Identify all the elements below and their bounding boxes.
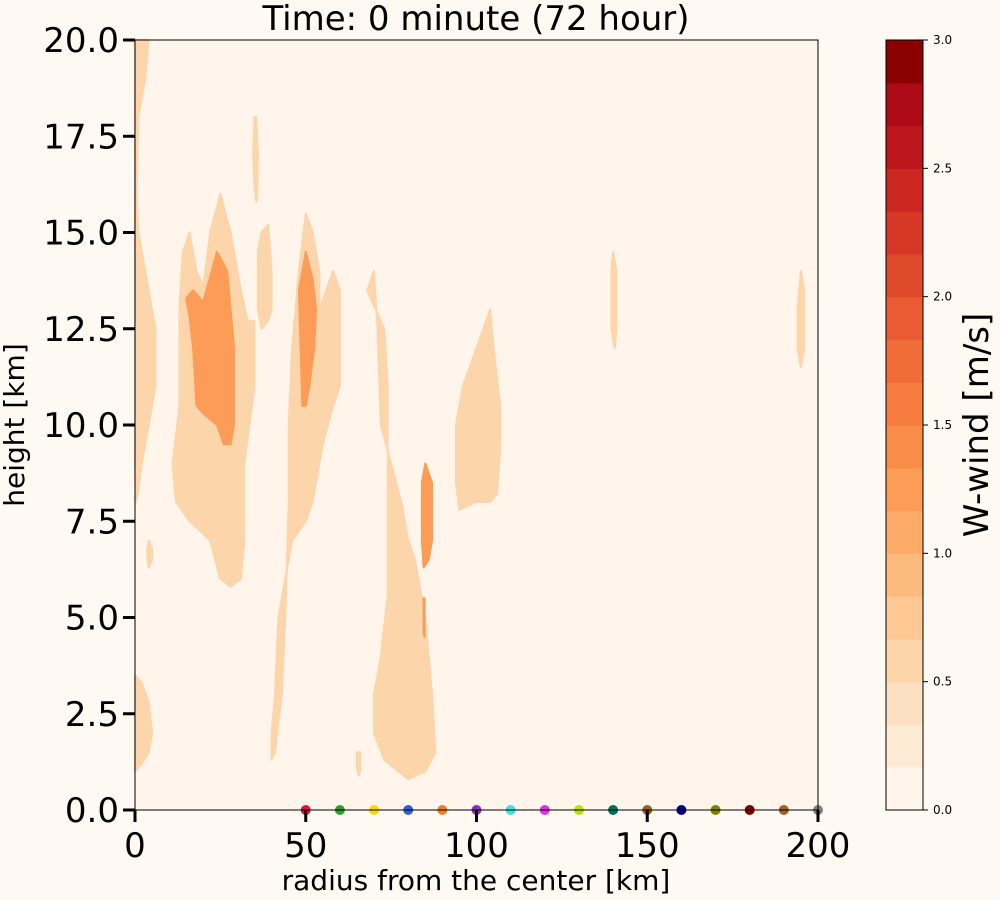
y-tick-label: 15.0 [43, 214, 119, 254]
contour-region-7 [610, 250, 618, 349]
colorbar-segment [886, 596, 923, 640]
colorbar-segment [886, 681, 923, 726]
colorbar-ticks: 0.0 0.5 1.0 1.5 2.0 2.5 3.0 [923, 33, 952, 817]
contour-region-15 [422, 597, 426, 638]
contour-region-13 [297, 250, 317, 407]
contour-region-14 [420, 462, 434, 569]
colorbar-segment [886, 382, 923, 426]
y-tick-label: 20.0 [43, 21, 119, 61]
x-tick-label: 150 [615, 826, 680, 866]
contour-region-8 [796, 270, 806, 369]
contour-region-2 [270, 212, 341, 761]
colorbar-segment [886, 253, 923, 298]
colorbar-segment [886, 724, 923, 768]
colorbar-tick-label: 1.5 [933, 418, 952, 432]
colorbar-tick-label: 0.0 [933, 803, 952, 817]
colorbar-segment [886, 125, 923, 169]
colorbar-segment [886, 296, 923, 341]
colorbar-segment [886, 82, 923, 127]
contour-region-12 [185, 250, 235, 446]
chart-title: Time: 0 minute (72 hour) [261, 0, 689, 39]
colorbar-segment [886, 638, 923, 683]
x-tick-label: 100 [444, 826, 509, 866]
colorbar-segment [886, 767, 923, 811]
contour-region-5 [256, 223, 273, 330]
colorbar-segment [886, 168, 923, 212]
x-tick-label: 50 [284, 826, 327, 866]
x-tick-label: 0 [124, 826, 146, 866]
contour-region-11 [356, 751, 362, 777]
y-tick-label: 2.5 [65, 695, 119, 735]
contour-region-4 [455, 308, 502, 511]
contour-regions [134, 39, 806, 781]
contour-region-3 [366, 270, 437, 781]
x-axis-ticks: 0 50 100 150 200 [124, 810, 850, 866]
colorbar-label: W-wind [m/s] [957, 313, 997, 538]
y-tick-label: 10.0 [43, 406, 119, 446]
colorbar-segment [886, 425, 923, 469]
colorbar-segment [886, 467, 923, 512]
colorbar [885, 39, 924, 811]
colorbar-segment [886, 211, 923, 255]
y-tick-label: 12.5 [43, 310, 119, 350]
y-axis-ticks: 0.0 2.5 5.0 7.5 10.0 12.5 15.0 17.5 20.0 [43, 21, 135, 831]
contour-region-9 [146, 539, 154, 569]
colorbar-segment [886, 40, 923, 84]
y-tick-label: 0.0 [65, 791, 119, 831]
x-axis-label: radius from the center [km] [282, 864, 671, 897]
y-tick-label: 7.5 [65, 502, 119, 542]
y-tick-label: 17.5 [43, 117, 119, 157]
y-tick-label: 5.0 [65, 599, 119, 639]
colorbar-tick-label: 3.0 [933, 33, 952, 47]
colorbar-tick-label: 2.0 [933, 290, 952, 304]
contour-region-10 [134, 674, 154, 773]
colorbar-tick-label: 1.0 [933, 546, 952, 560]
contour-region-0 [134, 39, 157, 503]
colorbar-tick-label: 2.5 [933, 161, 952, 175]
colorbar-segment [886, 553, 923, 597]
colorbar-segment [886, 339, 923, 383]
y-axis-label: height [km] [0, 343, 31, 507]
colorbar-tick-label: 0.5 [933, 675, 952, 689]
contour-region-6 [252, 116, 259, 203]
x-tick-label: 200 [786, 826, 851, 866]
colorbar-segment [886, 510, 923, 554]
